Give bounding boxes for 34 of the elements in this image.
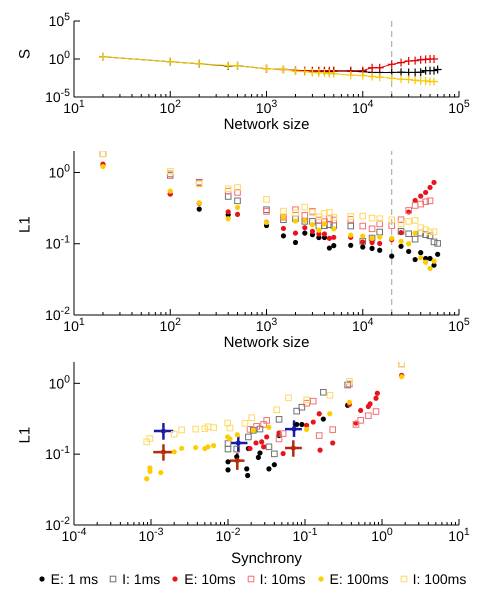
x-tick-label: 10$^{0}$ — [371, 526, 393, 544]
x-tick-label: 10$^{1}$ — [448, 526, 470, 544]
x-axis-title: Network size — [224, 116, 310, 133]
y-tick-label: 10$^{-1}$ — [45, 444, 70, 462]
y-axis-title: S — [16, 48, 34, 59]
legend-label: I: 10ms — [260, 571, 306, 587]
x-tick-label: 10$^{-4}$ — [62, 526, 87, 544]
x-tick-label: 10$^{4}$ — [352, 316, 374, 334]
x-tick-label: 10$^{5}$ — [448, 98, 470, 116]
legend-label: E: 100ms — [330, 571, 389, 587]
legend-label: E: 10ms — [184, 571, 236, 587]
x-tick-label: 10$^{3}$ — [256, 98, 278, 116]
y-tick-label: 10$^{0}$ — [48, 373, 70, 392]
x-axis-title: Network size — [224, 334, 310, 351]
y-axis-title: L1 — [16, 426, 34, 444]
y-tick-label: 10$^{0}$ — [48, 49, 70, 67]
x-tick-label: 10$^{2}$ — [160, 316, 182, 334]
legend-label: E: 1 ms — [50, 571, 98, 587]
y-axis-title: L1 — [16, 216, 34, 233]
x-tick-label: 10$^{4}$ — [352, 98, 374, 116]
legend-label: I: 100ms — [412, 571, 466, 587]
x-tick-label: 10$^{1}$ — [63, 98, 85, 116]
x-tick-label: 10$^{2}$ — [160, 98, 182, 116]
x-tick-label: 10$^{5}$ — [448, 316, 470, 334]
x-axis-title: Synchrony — [231, 550, 302, 567]
legend-label: I: 1ms — [122, 571, 160, 587]
x-tick-label: 10$^{3}$ — [256, 316, 278, 334]
x-tick-label: 10$^{-3}$ — [138, 526, 164, 544]
y-tick-label: 10$^{0}$ — [48, 162, 70, 180]
y-tick-label: 10$^{5}$ — [48, 11, 70, 29]
x-tick-label: 10$^{-2}$ — [216, 526, 241, 544]
x-tick-label: 10$^{-1}$ — [292, 526, 318, 544]
y-tick-label: 10$^{-1}$ — [45, 234, 70, 252]
x-tick-label: 10$^{1}$ — [63, 316, 85, 334]
